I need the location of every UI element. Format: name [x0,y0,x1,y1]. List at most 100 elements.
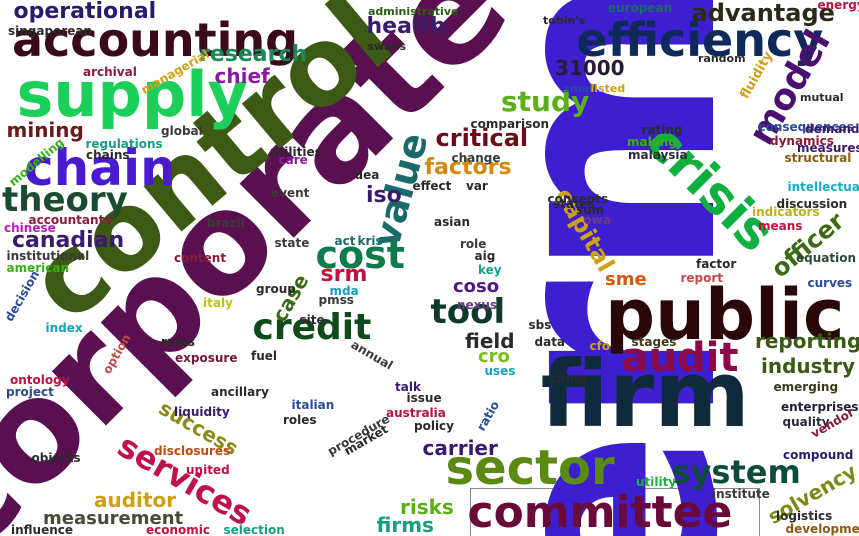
word-measures: measures [797,141,859,155]
word-rules: rules [161,335,195,349]
word-credit: credit [252,307,372,348]
word-nexus: nexus [457,298,498,312]
word-small: small [563,81,597,95]
word-compound: compound [783,448,854,462]
word-european: european [608,1,673,15]
word-31000: 31000 [555,56,625,80]
word-regulations: regulations [85,137,163,151]
word-factors: factors [424,155,512,180]
word-group: group [256,282,296,296]
word-concepts: concepts [547,192,609,206]
word-exposure: exposure [175,351,238,365]
word-making: making [627,135,677,149]
word-asian: asian [434,215,470,229]
word-chief: chief [214,64,270,88]
word-var: var [466,179,488,193]
word-objects: objects [31,451,81,465]
word-logistics: logistics [776,509,833,523]
word-utility: utility [636,475,677,489]
word-cro: cro [478,346,510,367]
word-american: american [6,261,70,275]
word-state: state [274,236,310,250]
word-annual: annual [348,337,396,373]
word-sector: sector [445,440,615,496]
word-mda: mda [329,284,359,298]
word-cost: cost [315,233,405,277]
word-accounting: accounting [12,13,299,67]
word-influence: influence [11,523,74,536]
word-change: change [451,151,501,165]
word-srm: srm [320,262,368,287]
word-ontology: ontology [10,373,70,387]
word-research: research [199,42,308,67]
word-brazil: brazil [207,216,245,230]
word-italy: italy [203,296,233,310]
word-listed: listed [590,81,626,95]
word-dynamics: dynamics [770,134,834,148]
word-tobin-s: tobin's [543,13,586,27]
word-selection: selection [223,523,285,536]
word-index: index [45,321,83,335]
word-key: key [478,263,502,277]
word-archival: archival [83,65,137,79]
word-chains: chains [86,148,130,162]
word-united: united [186,463,230,477]
word-utilities: utilities [270,145,322,159]
word-theory: theory [2,180,128,220]
word-development: development [785,522,859,536]
word-swans: swans [367,39,407,53]
word-health: health [366,14,446,39]
word-chain: chain [24,139,176,197]
word-data: data [534,335,566,349]
word-reporting: reporting [755,329,859,353]
word-tool: tool [430,292,506,332]
word-equation: equation [796,251,857,265]
word-accountants: accountants' [28,213,116,227]
word-means: means [758,219,803,233]
word-malaysia: malaysia [628,148,688,162]
word-curves: curves [807,276,853,290]
word-site: site [299,313,325,327]
word-iso: iso [366,183,402,208]
word-committee: committee [467,487,733,536]
word-enterprises: enterprises [781,400,859,414]
word-canadian: canadian [12,228,125,253]
word-report: report [680,271,724,285]
word-event: event [271,186,310,200]
word-states: states [553,197,595,211]
word-care: care [278,153,308,167]
word-indicators: indicators [752,205,820,219]
word-random: random [698,51,746,65]
word-pmss: pmss [318,293,354,307]
word-administrative: administrative [368,4,459,18]
word-economic: economic [146,523,211,536]
word-effect: effect [412,179,452,193]
word-institute: institute [712,487,770,501]
word-content: content [174,251,227,265]
word-dea: dea [354,168,380,182]
word-intellectual: intellectual [787,180,859,194]
word-talk: talk [395,380,421,394]
word-rating: rating [641,123,683,137]
word-role: role [460,237,487,251]
word-chinese: chinese [4,221,56,235]
word-uses: uses [484,364,516,378]
word-australia: australia [386,406,446,420]
word-comparison: comparison [470,117,550,131]
word-firm: firm [540,341,750,448]
word-sbs: sbs [528,318,552,332]
word-mining: mining [6,118,84,142]
word-factor: factor [696,257,737,271]
word-supply: supply [16,58,248,131]
word-singaporean: singaporean [8,24,93,38]
word-efficiency: efficiency [576,13,824,67]
word-study: study [501,85,590,118]
word-liquidity: liquidity [174,405,230,419]
word-act: act [334,234,356,248]
word-global: global [161,124,203,138]
word-public: public [605,274,845,356]
word-italian: italian [291,398,335,412]
word-policy: policy [414,419,454,433]
word-quality: quality [782,415,830,429]
